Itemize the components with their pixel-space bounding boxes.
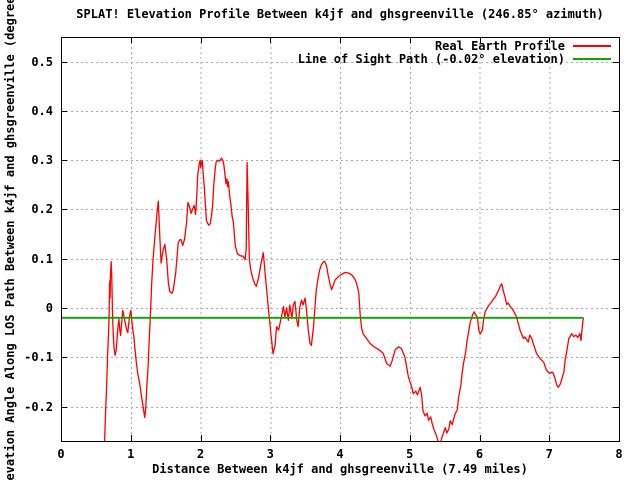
y-tick-label: 0.3	[31, 153, 53, 168]
axis-ticks	[61, 37, 620, 441]
x-tick-label: 5	[406, 447, 414, 461]
x-axis-label: Distance Between k4jf and ghsgreenville …	[152, 462, 528, 476]
x-tick-label: 2	[196, 447, 205, 461]
chart-title: SPLAT! Elevation Profile Between k4jf an…	[76, 7, 604, 21]
x-tick-label: 0	[57, 447, 65, 461]
y-tick-label: 0.4	[31, 103, 53, 118]
legend-line-sample-red	[573, 44, 611, 47]
x-tick-label: 7	[545, 447, 553, 461]
y-tick-label: 0.5	[31, 54, 53, 69]
legend: Real Earth Profile Line of Sight Path (-…	[297, 38, 611, 66]
legend-label: Line of Sight Path (-0.02° elevation)	[297, 51, 565, 66]
y-tick-label: 0	[45, 300, 53, 315]
x-tick-label: 4	[336, 447, 344, 461]
x-tick-label: 3	[266, 447, 274, 461]
y-tick-label: -0.2	[24, 399, 53, 414]
legend-entry-line-of-sight: Line of Sight Path (-0.02° elevation)	[297, 51, 611, 66]
x-tick-label: 1	[127, 447, 135, 461]
y-tick-label: -0.1	[24, 350, 53, 365]
grid	[61, 37, 619, 441]
y-tick-label: 0.2	[31, 202, 53, 217]
legend-label: Real Earth Profile	[434, 38, 565, 53]
y-tick-label: 0.1	[31, 251, 53, 266]
legend-line-sample-green	[573, 57, 611, 60]
x-tick-label: 8	[615, 447, 623, 461]
legend-entry-real-earth-profile: Real Earth Profile	[434, 38, 611, 53]
series-real-earth-profile	[103, 157, 585, 441]
x-tick-label: 6	[475, 447, 484, 461]
